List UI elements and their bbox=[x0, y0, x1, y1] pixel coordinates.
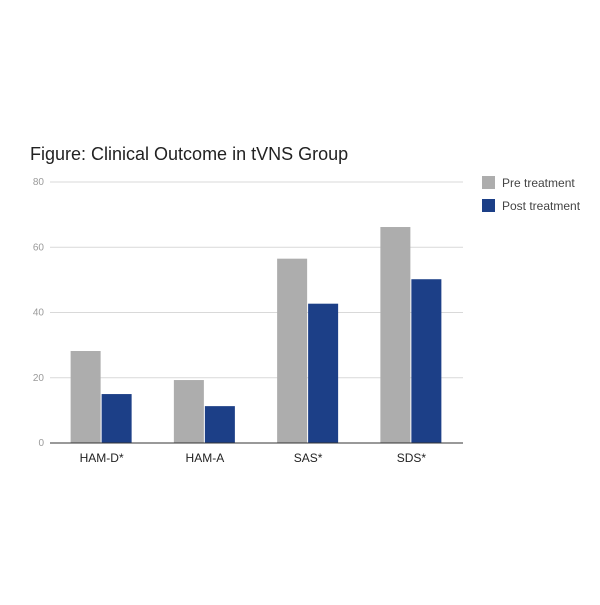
y-tick-label: 40 bbox=[33, 308, 45, 319]
y-tick-label: 60 bbox=[33, 242, 45, 253]
legend-label: Pre treatment bbox=[502, 176, 575, 190]
bar-pre-sas bbox=[277, 258, 308, 443]
legend-swatch bbox=[482, 199, 495, 212]
x-category-label: SDS* bbox=[397, 451, 427, 465]
y-tick-label: 0 bbox=[38, 438, 44, 449]
bar-pre-ham-d bbox=[70, 350, 101, 443]
x-category-label: HAM-A bbox=[186, 451, 225, 465]
y-tick-label: 20 bbox=[33, 373, 45, 384]
chart-title: Figure: Clinical Outcome in tVNS Group bbox=[30, 144, 348, 164]
legend-swatch bbox=[482, 176, 495, 189]
legend-label: Post treatment bbox=[502, 199, 581, 213]
bar-pre-sds bbox=[380, 227, 411, 443]
y-axis-ticks: 0 20 40 60 80 bbox=[33, 177, 45, 449]
bars bbox=[70, 227, 442, 443]
legend: Pre treatment Post treatment bbox=[482, 176, 581, 213]
x-axis-categories: HAM-D* HAM-A SAS* SDS* bbox=[80, 451, 427, 465]
x-category-label: HAM-D* bbox=[80, 451, 124, 465]
bar-post-sds bbox=[411, 279, 442, 443]
bar-post-ham-d bbox=[101, 394, 132, 443]
bar-post-ham-a bbox=[204, 406, 235, 443]
x-category-label: SAS* bbox=[294, 451, 323, 465]
bar-post-sas bbox=[308, 303, 339, 443]
y-tick-label: 80 bbox=[33, 177, 45, 188]
bar-pre-ham-a bbox=[173, 380, 204, 443]
